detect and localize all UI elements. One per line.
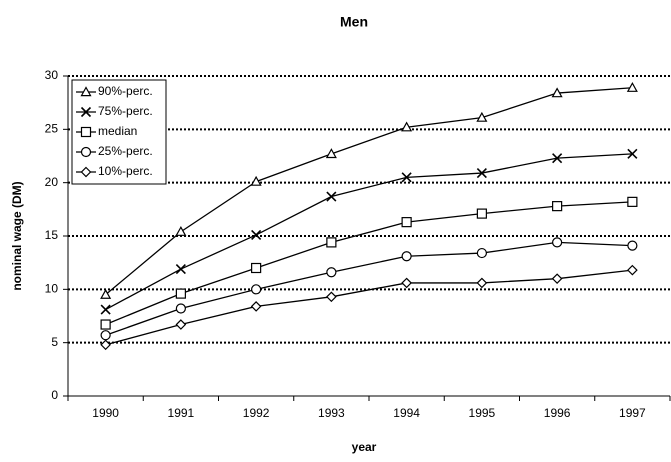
marker (80, 86, 92, 97)
marker (100, 330, 111, 341)
marker (100, 319, 111, 330)
marker (476, 247, 487, 259)
x-tick-label: 1992 (243, 406, 270, 420)
series-line (105, 241, 633, 336)
x-tick-label: 1994 (393, 406, 420, 420)
series-line (105, 153, 633, 311)
series-line (105, 201, 633, 326)
marker (627, 148, 638, 159)
marker (626, 81, 638, 92)
marker (476, 277, 488, 289)
legend-label: 10%-perc. (98, 164, 153, 178)
marker (175, 225, 187, 236)
marker (80, 106, 92, 118)
marker (476, 168, 487, 179)
marker (325, 148, 337, 159)
marker (100, 288, 112, 299)
y-tick-label: 10 (45, 282, 59, 296)
x-tick-label: 1991 (168, 406, 195, 420)
marker (80, 166, 92, 178)
x-tick-label: 1996 (544, 406, 571, 420)
marker (627, 196, 638, 207)
series-line (105, 269, 633, 346)
marker (80, 126, 92, 138)
marker (401, 251, 412, 262)
x-tick-label: 1997 (619, 406, 646, 420)
marker (175, 288, 186, 299)
y-tick-label: 15 (45, 228, 59, 242)
chart-title: Men (340, 14, 368, 30)
x-tick-label: 1993 (318, 406, 345, 420)
legend-label: 75%-perc. (98, 104, 153, 118)
marker (627, 264, 638, 276)
marker (251, 262, 262, 274)
marker (401, 172, 412, 183)
marker (251, 229, 262, 240)
legend-label: median (98, 124, 137, 138)
y-tick-label: 5 (51, 335, 58, 349)
y-tick-label: 0 (51, 388, 58, 402)
marker (250, 175, 262, 186)
marker (401, 277, 412, 289)
x-axis-label: year (352, 440, 377, 454)
x-tick-label: 1995 (469, 406, 496, 420)
marker (80, 146, 92, 158)
legend-label: 25%-perc. (98, 144, 153, 158)
marker (100, 339, 111, 351)
marker (627, 240, 638, 251)
y-tick-label: 30 (45, 68, 59, 82)
marker (326, 267, 337, 278)
series-line (105, 87, 633, 296)
marker (476, 208, 487, 219)
marker (326, 237, 337, 248)
marker (326, 291, 337, 303)
legend-label: 90%-perc. (98, 84, 153, 98)
x-tick-label: 1990 (92, 406, 119, 420)
y-tick-label: 20 (45, 175, 59, 189)
marker (551, 273, 563, 285)
marker (551, 87, 563, 98)
y-tick-label: 25 (45, 122, 59, 136)
marker (401, 217, 412, 228)
marker (175, 303, 186, 314)
marker (476, 111, 488, 122)
marker (326, 191, 337, 202)
marker (175, 264, 186, 275)
marker (552, 153, 563, 164)
marker (250, 301, 262, 312)
marker (401, 121, 413, 132)
marker (175, 319, 187, 330)
marker (251, 284, 262, 295)
marker (552, 237, 563, 248)
marker (100, 304, 111, 315)
y-axis-label: nominal wage (DM) (10, 181, 24, 290)
marker (552, 201, 563, 212)
